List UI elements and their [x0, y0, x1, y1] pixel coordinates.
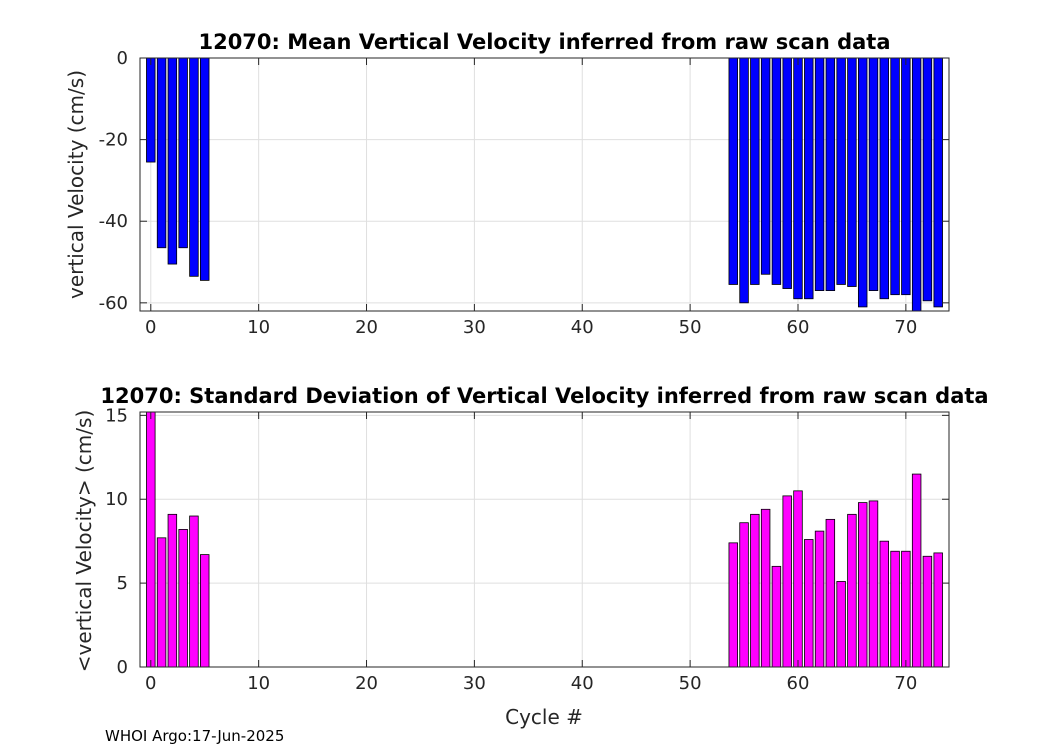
bar — [922, 555, 933, 668]
bar — [728, 57, 738, 285]
bar — [890, 550, 900, 668]
y-tick-labels: 0 -20 -40 -60 — [99, 48, 128, 314]
bar — [825, 518, 836, 668]
x-tick-label: 0 — [145, 317, 156, 338]
chart-title: 12070: Mean Vertical Velocity inferred f… — [198, 30, 890, 54]
x-tick-label: 50 — [679, 673, 702, 694]
y-tick-label: 0 — [117, 48, 128, 69]
x-tick-label: 0 — [145, 673, 156, 694]
y-axis-label: vertical Velocity (cm/s) — [64, 70, 88, 299]
x-tick-label: 20 — [355, 317, 378, 338]
x-axis-label: Cycle # — [505, 705, 583, 729]
bar — [804, 539, 814, 668]
mean-velocity-plot: 0 10 20 30 40 50 60 70 0 -20 -40 -60 12070: Mean V… — [64, 30, 950, 338]
bar — [868, 500, 879, 668]
bar — [156, 537, 167, 668]
y-tick-label: 0 — [117, 657, 128, 678]
bar — [146, 57, 156, 163]
x-tick-label: 40 — [571, 673, 594, 694]
y-tick-labels: 0 5 10 15 — [105, 405, 128, 678]
bar — [901, 550, 911, 668]
x-tick-label: 70 — [894, 673, 917, 694]
bar — [200, 57, 210, 281]
axes-box — [139, 411, 950, 668]
bar — [804, 57, 814, 300]
plot-area — [140, 58, 949, 311]
x-tick-label: 60 — [787, 317, 810, 338]
x-tick-label: 10 — [247, 673, 270, 694]
bar — [836, 57, 846, 285]
bar — [189, 57, 199, 277]
bar — [167, 57, 178, 265]
std-velocity-plot: 0 10 20 30 40 50 60 70 0 5 10 15 12070: Standard D… — [72, 384, 989, 729]
bar — [879, 540, 889, 668]
tick-marks — [140, 57, 949, 311]
y-tick-label: -60 — [99, 293, 128, 314]
bar — [189, 515, 199, 668]
bar — [750, 57, 760, 285]
bar — [146, 411, 156, 668]
plot-area — [140, 412, 949, 667]
y-tick-label: -20 — [99, 130, 128, 151]
bar — [857, 57, 868, 308]
bar — [771, 565, 782, 668]
y-tick-label: 5 — [117, 573, 128, 594]
y-tick-label: 10 — [105, 489, 128, 510]
bar — [879, 57, 889, 300]
bar — [782, 495, 792, 668]
x-tick-label: 60 — [787, 673, 810, 694]
y-axis-label: <vertical Velocity> (cm/s) — [72, 410, 96, 673]
bar — [814, 530, 825, 668]
axes-box — [139, 57, 950, 312]
bar — [156, 57, 167, 249]
bar — [200, 554, 210, 668]
bar — [793, 57, 803, 300]
x-tick-label: 50 — [679, 317, 702, 338]
bar — [771, 57, 782, 285]
x-tick-labels: 0 10 20 30 40 50 60 70 — [145, 317, 917, 338]
bars — [146, 411, 943, 668]
bar — [933, 552, 943, 668]
x-tick-label: 30 — [463, 317, 486, 338]
bar — [760, 57, 771, 275]
bar — [750, 513, 760, 668]
y-tick-label: 15 — [105, 405, 128, 426]
x-tick-label: 40 — [571, 317, 594, 338]
bar — [901, 57, 911, 296]
bar — [857, 502, 868, 668]
x-tick-label: 70 — [894, 317, 917, 338]
bar — [728, 542, 738, 668]
bar — [739, 57, 749, 304]
x-tick-labels: 0 10 20 30 40 50 60 70 — [145, 673, 917, 694]
y-tick-label: -40 — [99, 211, 128, 232]
chart-title: 12070: Standard Deviation of Vertical Ve… — [100, 384, 988, 408]
bar — [911, 57, 922, 312]
bar — [814, 57, 825, 291]
bar — [847, 513, 857, 668]
bar — [760, 508, 771, 668]
bar — [178, 529, 188, 668]
x-tick-label: 10 — [247, 317, 270, 338]
bar — [922, 57, 933, 302]
bar — [933, 57, 943, 308]
bar — [178, 57, 188, 249]
footer-timestamp: WHOI Argo:17-Jun-2025 — [105, 727, 284, 745]
tick-marks — [140, 412, 949, 668]
bar — [825, 57, 836, 291]
bar — [167, 513, 178, 668]
x-tick-label: 20 — [355, 673, 378, 694]
bar — [868, 57, 879, 291]
bar — [836, 581, 846, 668]
bar — [847, 57, 857, 287]
x-tick-label: 30 — [463, 673, 486, 694]
bar — [793, 490, 803, 668]
bar — [890, 57, 900, 296]
bar — [739, 522, 749, 668]
bar — [782, 57, 792, 289]
bar — [911, 473, 922, 668]
